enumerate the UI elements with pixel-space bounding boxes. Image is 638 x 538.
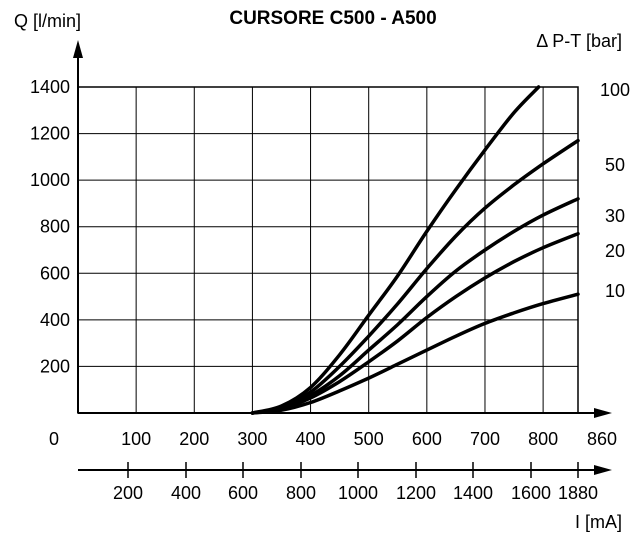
x-tick-label: 600 <box>412 429 442 449</box>
x-tick-label: 300 <box>237 429 267 449</box>
x-tick-label: 500 <box>354 429 384 449</box>
series-label-10: 10 <box>605 281 625 301</box>
y-tick-label: 1200 <box>30 124 70 144</box>
x-axis-arrow <box>594 408 612 418</box>
x-tick-label: 200 <box>179 429 209 449</box>
y-tick-label: 1400 <box>30 77 70 97</box>
x-tick-label: 700 <box>470 429 500 449</box>
series-label-30: 30 <box>605 206 625 226</box>
x-tick-label: 400 <box>296 429 326 449</box>
y-axis-arrow <box>73 40 83 58</box>
current-tick-label: 800 <box>286 483 316 503</box>
plot-frame <box>77 86 579 414</box>
current-axis-arrow <box>594 465 612 475</box>
y-tick-label: 400 <box>40 310 70 330</box>
series-label-50: 50 <box>605 155 625 175</box>
x-tick-label: 860 <box>587 429 617 449</box>
chart-title: CURSORE C500 - A500 <box>229 8 436 29</box>
curve-50-bar <box>250 138 580 415</box>
current-tick-label: 1600 <box>511 483 551 503</box>
series-label-100: 100 <box>600 80 630 100</box>
y-axis-label: Q [l/min] <box>14 11 81 31</box>
x-tick-label: 800 <box>528 429 558 449</box>
series-axis-label: Δ P-T [bar] <box>536 31 622 51</box>
y-tick-label: 200 <box>40 356 70 376</box>
current-tick-label: 600 <box>228 483 258 503</box>
x-tick-label: 100 <box>121 429 151 449</box>
x-tick-label: 0 <box>49 429 59 449</box>
curves <box>250 85 580 415</box>
current-tick-label: 1000 <box>338 483 378 503</box>
y-tick-label: 600 <box>40 263 70 283</box>
y-tick-label: 800 <box>40 217 70 237</box>
current-tick-label: 200 <box>113 483 143 503</box>
current-axis-label: I [mA] <box>575 512 622 532</box>
curve-10-bar <box>250 292 580 415</box>
x-tick-labels: 0 100 200 300 400 500 600 700 800 860 <box>49 429 617 449</box>
series-label-20: 20 <box>605 241 625 261</box>
curve-30-bar <box>250 197 580 415</box>
current-tick-labels: 200 400 600 800 1000 1200 1400 1600 1880 <box>113 462 598 503</box>
curve-100-bar <box>250 85 541 415</box>
current-tick-label: 1200 <box>396 483 436 503</box>
current-tick-label: 1400 <box>453 483 493 503</box>
y-tick-labels: 200 400 600 800 1000 1200 1400 <box>30 77 70 376</box>
curve-20-bar <box>250 231 580 415</box>
y-tick-label: 1000 <box>30 170 70 190</box>
grid <box>78 87 578 413</box>
current-tick-label: 1880 <box>558 483 598 503</box>
current-tick-label: 400 <box>171 483 201 503</box>
series-labels: 100 50 30 20 10 <box>600 80 630 301</box>
